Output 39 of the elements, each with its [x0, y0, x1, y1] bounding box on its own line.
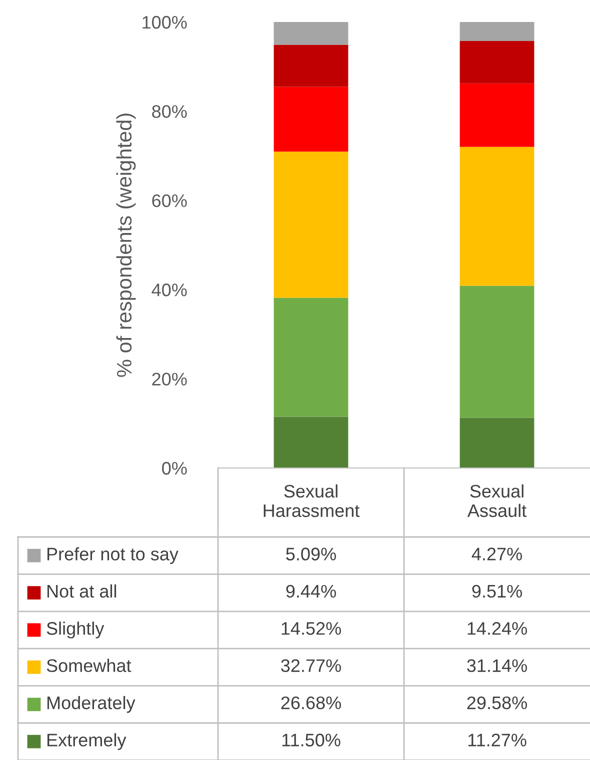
data-label: 9.51% [472, 584, 522, 598]
y-tick-label: 100% [142, 16, 187, 29]
data-label: 32.77% [281, 659, 341, 672]
bar [460, 22, 534, 41]
data-label: 14.52% [282, 622, 341, 635]
data-label: 11.27% [468, 734, 526, 746]
data-label: 9.44% [286, 584, 336, 598]
y-tick-label: 0% [162, 462, 187, 475]
legend-label: Somewhat [46, 658, 132, 672]
data-label: 11.50% [282, 734, 340, 746]
bar [274, 86, 348, 152]
legend-label: Prefer not to say [47, 547, 178, 564]
bar [274, 44, 348, 87]
data-label: 14.24% [468, 622, 527, 635]
data-label: 29.58% [467, 696, 527, 710]
y-tick-label: 20% [152, 372, 187, 386]
bar [460, 418, 534, 468]
legend-label: Slightly [46, 622, 104, 638]
bar [460, 41, 534, 84]
bar [274, 416, 348, 468]
data-label: 4.27% [472, 548, 522, 560]
legend-label: Extremely [47, 733, 126, 750]
bar [274, 298, 348, 417]
data-label: 26.68% [281, 696, 341, 710]
legend-label: Moderately [47, 696, 136, 713]
x-tick-label: Sexual Assault [467, 484, 526, 518]
bar [274, 152, 348, 298]
x-tick-label: Sexual Harassment [264, 484, 360, 518]
y-tick-label: 80% [152, 105, 187, 118]
data-label: 5.09% [286, 548, 336, 560]
bar [274, 22, 348, 45]
legend-label: Not at all [47, 584, 116, 598]
bar [460, 286, 534, 418]
bar [460, 83, 534, 147]
data-label: 31.14% [467, 659, 527, 672]
y-tick-label: 40% [152, 284, 187, 296]
y-tick-label: 60% [152, 194, 187, 208]
bar [460, 146, 534, 286]
y-axis-title: % of respondents (weighted) [116, 114, 136, 377]
